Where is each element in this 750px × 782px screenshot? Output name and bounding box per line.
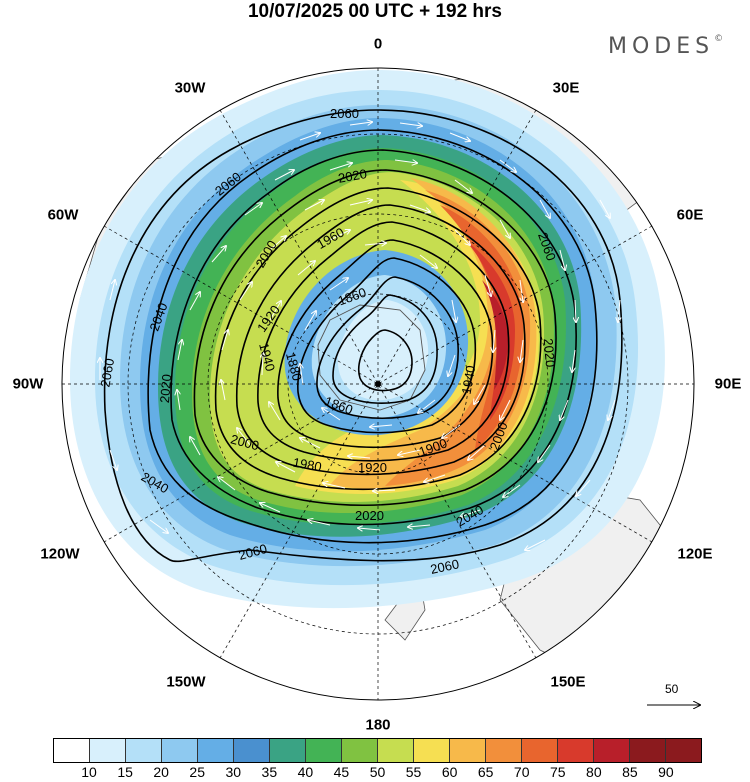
colorbar-swatch (666, 739, 701, 762)
contour-1920 (277, 239, 494, 449)
colorbar-tick-label: 15 (117, 764, 133, 780)
contour-label: 2020 (157, 374, 174, 404)
colorbar-swatch (630, 739, 666, 762)
colorbar-tick-label: 85 (622, 764, 638, 780)
colorbar-swatch (54, 739, 90, 762)
contour-2020 (170, 149, 577, 526)
colorbar-tick-label: 75 (549, 764, 566, 780)
colorbar-tick-label: 25 (189, 764, 206, 780)
colorbar-swatch (126, 739, 162, 762)
map-boundary (61, 67, 695, 701)
lon-label-120e: 120E (677, 545, 713, 563)
colorbar-tick-label: 30 (225, 764, 242, 780)
pole-marker (375, 381, 381, 387)
contour-label: 2020 (541, 338, 558, 368)
contour-2060 (103, 109, 623, 563)
lon-label-150w: 150W (166, 673, 206, 691)
lon-label-180: 180 (365, 716, 391, 734)
colorbar-tick-label: 35 (261, 764, 278, 780)
colorbar-swatch (558, 739, 594, 762)
reference-vector-label: 50 (665, 682, 679, 696)
colorbar-swatch (90, 739, 126, 762)
colorbar-swatch (234, 739, 270, 762)
lon-label-60w: 60W (47, 206, 79, 224)
brand-mark: © (714, 34, 724, 44)
colorbar-ticks: 10 15 20 25 30 35 40 45 50 55 60 65 70 75 80 85 90 (0, 764, 750, 782)
colorbar-swatch (342, 739, 378, 762)
wind-vectors (100, 99, 620, 550)
colorbar-swatch (306, 739, 342, 762)
lon-label-60e: 60E (676, 206, 704, 224)
contour-labels: 2060 2060 2060 2060 2060 2060 2040 2040 … (97, 106, 559, 577)
colorbar (53, 738, 702, 763)
colorbar-tick-label: 60 (441, 764, 458, 780)
colorbar-tick-label: 55 (405, 764, 422, 780)
brand-logo: MODES© (608, 34, 723, 59)
contour-2040 (147, 129, 598, 544)
lon-label-0: 0 (373, 35, 383, 53)
lon-label-120w: 120W (40, 545, 80, 563)
colorbar-swatch (414, 739, 450, 762)
colorbar-tick-label: 50 (369, 764, 386, 780)
contour-label: 2060 (330, 106, 359, 121)
height-contours (103, 109, 623, 563)
colorbar-swatch (378, 739, 414, 762)
shade-85 (482, 280, 508, 390)
graticule (62, 68, 694, 700)
colorbar-swatch (486, 739, 522, 762)
colorbar-tick-label: 65 (477, 764, 494, 780)
map-field: 2060 2060 2060 2060 2060 2060 2040 2040 … (62, 68, 694, 700)
polar-cap-center (337, 300, 429, 401)
lon-label-90e: 90E (714, 375, 742, 393)
contour-label: 2060 (237, 541, 269, 563)
contour-label: 2020 (337, 166, 368, 186)
lon-label-150e: 150E (550, 673, 586, 691)
contour-label: 1940 (459, 364, 479, 395)
lon-label-30w: 30W (174, 79, 206, 97)
contour-1880 (316, 276, 459, 419)
colorbar-tick-label: 20 (153, 764, 169, 780)
contour-1940 (257, 221, 510, 462)
contour-2000 (193, 169, 557, 507)
colorbar-swatch (594, 739, 630, 762)
contour-1840 (357, 329, 413, 392)
contour-label: 1940 (256, 341, 278, 373)
map-title: 10/07/2025 00 UTC + 192 hrs (247, 1, 503, 22)
colorbar-tick-label: 70 (513, 764, 530, 780)
contour-label: 1980 (292, 455, 323, 475)
brand-name: MODES (608, 34, 715, 59)
colorbar-tick-label: 40 (297, 764, 314, 780)
colorbar-swatch (198, 739, 234, 762)
colorbar-tick-label: 45 (333, 764, 350, 780)
colorbar-tick-label: 10 (81, 764, 97, 780)
contour-label: 1920 (358, 460, 387, 475)
colorbar-tick-label: 90 (658, 764, 674, 780)
shade-80 (465, 240, 515, 420)
contour-label: 2060 (97, 357, 117, 388)
colorbar-swatch (522, 739, 558, 762)
colorbar-swatch (162, 739, 198, 762)
contour-1860 (332, 294, 438, 404)
contour-label: 2000 (229, 431, 261, 453)
contour-1960 (235, 204, 526, 476)
contour-label: 2020 (355, 508, 384, 523)
lon-label-90w: 90W (12, 375, 44, 393)
colorbar-tick-label: 80 (586, 764, 602, 780)
contour-label: 1880 (283, 351, 305, 383)
colorbar-swatch (450, 739, 486, 762)
lon-label-30e: 30E (552, 79, 580, 97)
contour-label: 2060 (429, 556, 460, 577)
contour-1900 (297, 257, 477, 434)
colorbar-swatch (270, 739, 306, 762)
